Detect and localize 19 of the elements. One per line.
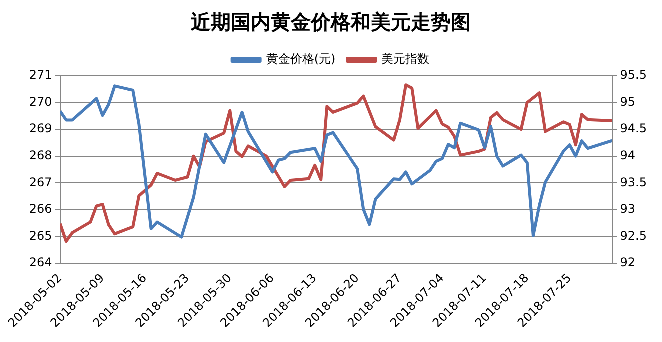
legend-label: 黄金价格(元) [266,52,336,66]
y2-tick-label: 92.5 [620,228,647,243]
y-tick-label: 265 [29,228,52,243]
y-tick-label: 266 [29,202,52,216]
y-tick-label: 264 [29,256,52,270]
chart-title: 近期国内黄金价格和美元走势图 [190,10,471,34]
y2-tick-label: 94.5 [620,122,647,136]
y2-tick-label: 92 [620,256,636,270]
y2-tick-label: 95.5 [620,68,647,82]
y2-tick-label: 93.5 [620,175,647,190]
y2-tick-label: 94 [620,148,636,162]
y-tick-label: 267 [29,175,52,190]
legend-label: 美元指数 [382,52,430,66]
y2-tick-label: 95 [620,94,636,109]
y-tick-label: 269 [29,122,52,136]
y-tick-label: 270 [29,94,52,109]
y2-tick-label: 93 [620,202,636,216]
y-tick-label: 271 [29,68,52,82]
y-tick-label: 268 [29,148,52,162]
